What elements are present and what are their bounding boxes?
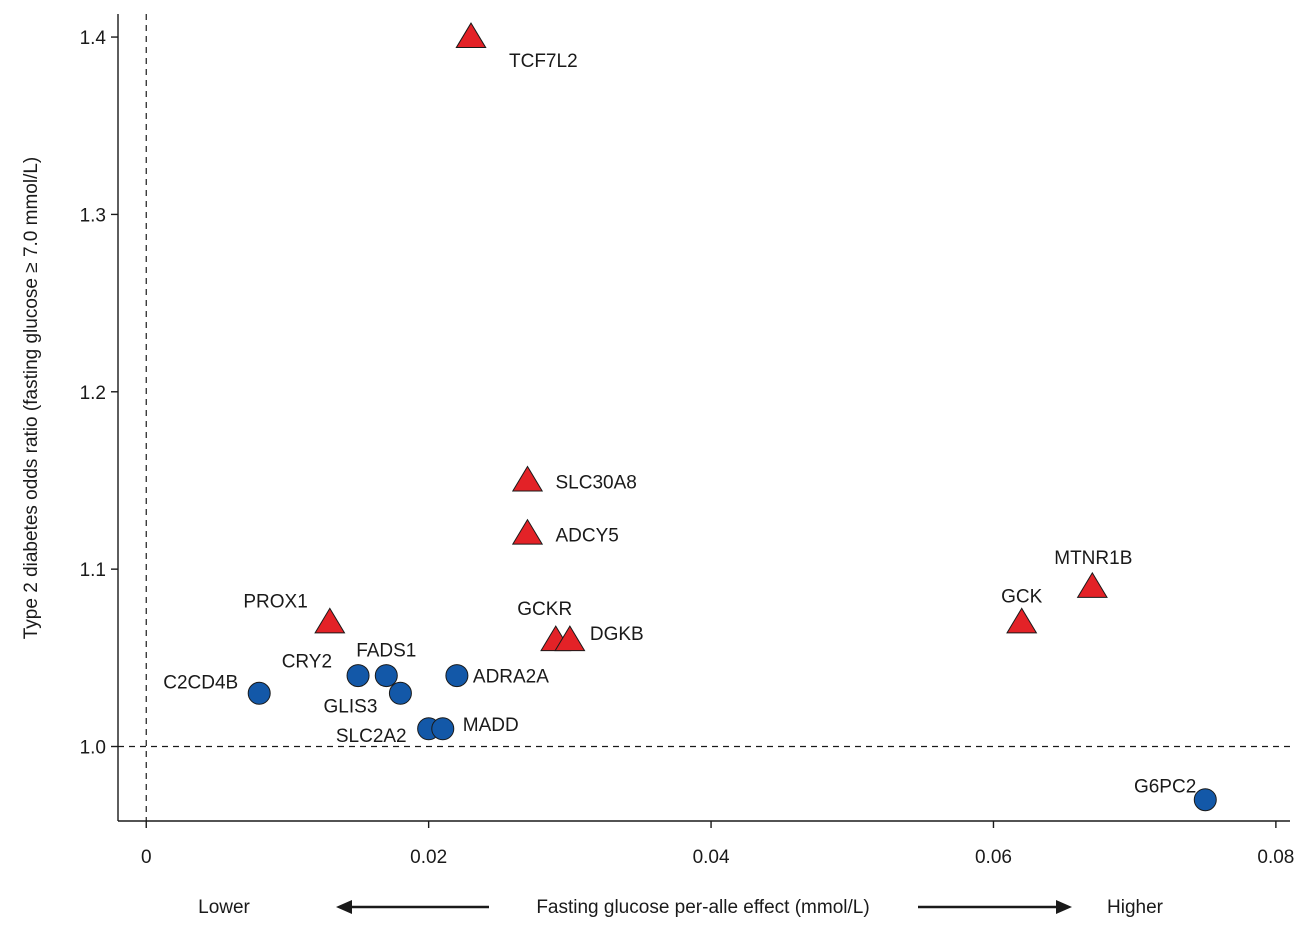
point-triangle-dgkb (554, 625, 586, 652)
point-triangle-tcf7l2 (455, 22, 487, 49)
point-label-dgkb: DGKB (590, 624, 644, 645)
y-tick-label: 1.4 (80, 28, 107, 49)
point-triangle-mtnr1b (1076, 571, 1108, 598)
x-tick-label: 0.04 (693, 847, 730, 868)
point-label-gck: GCK (1001, 586, 1043, 607)
point-triangle-gck (1006, 607, 1038, 634)
point-label-gckr: GCKR (517, 599, 572, 620)
point-labels: TCF7L2 SLC30A8 ADCY5 PROX1 GCKR DGKB GCK MTNR1B… (163, 51, 1196, 798)
x-tick-label: 0 (141, 847, 152, 868)
point-label-g6pc2: G6PC2 (1134, 777, 1196, 798)
x-tick-label: 0.02 (410, 847, 447, 868)
point-triangle-adcy5 (511, 518, 544, 545)
x-tick-label: 0.06 (975, 847, 1012, 868)
y-tick-label: 1.0 (80, 738, 106, 759)
point-label-c2cd4b: C2CD4B (163, 672, 238, 693)
point-circle-fads1 (374, 664, 398, 688)
point-label-slc2a2: SLC2A2 (336, 726, 407, 747)
x-axis-title: Fasting glucose per-alle effect (mmol/L) (536, 897, 869, 918)
point-label-prox1: PROX1 (243, 591, 307, 612)
arrow-higher (918, 900, 1072, 914)
point-circle-madd (431, 717, 455, 741)
point-label-tcf7l2: TCF7L2 (509, 51, 578, 72)
point-circle-c2cd4b (247, 681, 271, 705)
point-label-adra2a: ADRA2A (473, 667, 549, 688)
point-label-glis3: GLIS3 (324, 696, 378, 717)
point-circle-adra2a (445, 664, 469, 688)
point-triangle-prox1 (314, 607, 346, 634)
point-label-fads1: FADS1 (356, 641, 416, 662)
point-label-cry2: CRY2 (282, 652, 332, 673)
y-tick-label: 1.3 (80, 205, 106, 226)
y-axis-title: Type 2 diabetes odds ratio (fasting gluc… (21, 157, 42, 640)
x-direction-lower: Lower (198, 897, 250, 918)
point-circle-glis3 (388, 681, 412, 705)
point-label-madd: MADD (463, 715, 519, 736)
x-direction-higher: Higher (1107, 897, 1164, 918)
data-points (247, 22, 1217, 812)
x-tick-label: 0.08 (1257, 847, 1294, 868)
point-circle-cry2 (346, 664, 370, 688)
point-label-mtnr1b: MTNR1B (1054, 548, 1132, 569)
point-circle-g6pc2 (1193, 788, 1217, 812)
y-tick-label: 1.1 (80, 560, 106, 581)
point-triangle-slc30a8 (511, 465, 544, 492)
arrow-lower (336, 900, 489, 914)
reference-lines (118, 14, 1290, 821)
y-tick-label: 1.2 (80, 383, 106, 404)
axes: 1.0 1.1 1.2 1.3 1.4 0 0.02 0.04 0.06 0.08 (80, 14, 1294, 868)
point-label-adcy5: ADCY5 (555, 526, 618, 547)
point-label-slc30a8: SLC30A8 (555, 472, 636, 493)
